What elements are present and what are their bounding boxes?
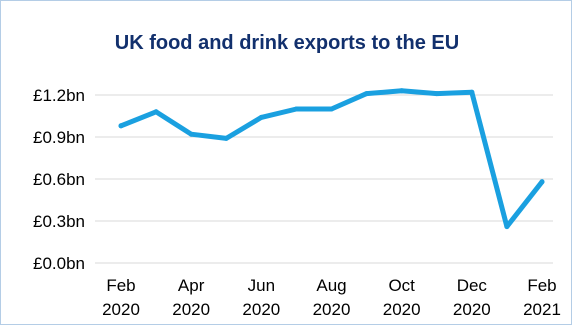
x-tick-label-month: Oct	[388, 276, 415, 295]
x-tick-label: Aug 2020	[313, 276, 351, 319]
x-tick-label-month: Apr	[178, 276, 205, 295]
data-point	[188, 131, 194, 137]
x-tick-label: Feb 2020	[102, 276, 140, 319]
x-tick-label: Apr 2020	[172, 276, 210, 319]
data-point	[399, 88, 405, 94]
x-tick-label-month: Feb	[527, 276, 556, 295]
y-tick-label: £0.0bn	[33, 254, 85, 273]
y-tick-label: £0.9bn	[33, 128, 85, 147]
x-tick-label: Feb 2021	[523, 276, 561, 319]
data-point	[153, 109, 159, 115]
x-axis-tick-labels: Feb 2020 Apr 2020 Jun 2020 Aug 2020 Oct 2020 Dec 20…	[102, 276, 561, 319]
x-tick-label: Jun 2020	[242, 276, 280, 319]
y-tick-label: £0.3bn	[33, 212, 85, 231]
x-tick-label-year: 2020	[453, 300, 491, 319]
data-point	[118, 123, 124, 129]
data-point	[329, 106, 334, 112]
x-tick-label-year: 2020	[383, 300, 421, 319]
y-axis-tick-labels: £0.0bn £0.3bn £0.6bn £0.9bn £1.2bn	[33, 86, 85, 273]
chart-title: UK food and drink exports to the EU	[114, 32, 460, 54]
data-point	[364, 91, 370, 97]
data-point	[434, 91, 440, 97]
x-tick-label: Oct 2020	[383, 276, 421, 319]
x-tick-label: Dec 2020	[453, 276, 491, 319]
data-point	[223, 135, 229, 141]
x-tick-label-year: 2020	[242, 300, 280, 319]
x-tick-label-year: 2020	[172, 300, 210, 319]
y-tick-label: £0.6bn	[33, 170, 85, 189]
x-tick-label-month: Dec	[457, 276, 488, 295]
series-layer	[118, 88, 545, 230]
x-tick-label-year: 2021	[523, 300, 561, 319]
grid-lines	[95, 94, 553, 264]
x-tick-label-month: Feb	[106, 276, 135, 295]
data-point	[539, 179, 545, 185]
x-tick-label-month: Jun	[248, 276, 275, 295]
x-tick-label-year: 2020	[313, 300, 351, 319]
x-tick-label-year: 2020	[102, 300, 140, 319]
data-point	[258, 114, 264, 120]
y-tick-label: £1.2bn	[33, 86, 85, 105]
data-point	[293, 106, 299, 112]
x-tick-label-month: Aug	[316, 276, 346, 295]
data-point	[469, 89, 475, 95]
data-point	[504, 224, 510, 230]
